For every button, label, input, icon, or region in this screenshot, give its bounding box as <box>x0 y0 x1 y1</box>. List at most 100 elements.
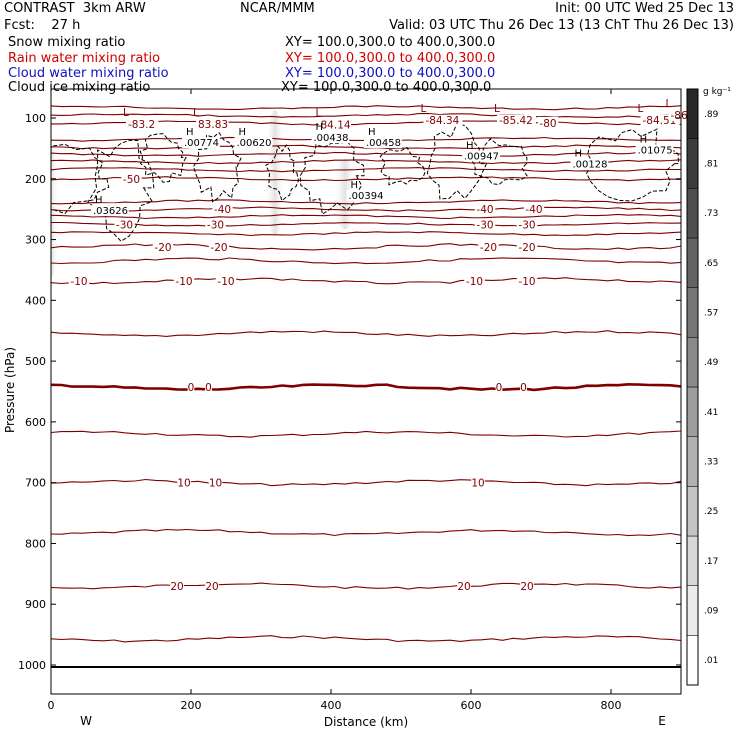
y-tick-label: 200 <box>25 173 46 186</box>
snow-max-bg <box>182 137 220 149</box>
colorbar-swatch <box>686 337 699 388</box>
isotherm-line <box>51 167 681 173</box>
snow-max-value: .00620 <box>237 138 272 149</box>
model-title: CONTRAST 3km ARW <box>4 1 146 16</box>
low-value-bg <box>640 114 680 126</box>
isotherm-line <box>51 330 681 337</box>
low-value: -84.51 <box>643 115 677 127</box>
y-axis-label: Pressure (hPa) <box>3 347 17 433</box>
colorbar-swatch <box>686 237 699 288</box>
isotherm-label: -30 <box>518 219 535 231</box>
snow-max-value: .01075 <box>638 145 673 156</box>
snow-contour <box>379 146 426 186</box>
isotherm-label-bg <box>516 240 538 253</box>
isotherm-label: 20 <box>520 581 533 593</box>
snow-contour <box>426 122 488 200</box>
colorbar-tick-label: .89 <box>704 110 719 120</box>
colorbar-unit: g kg⁻¹ <box>703 87 731 97</box>
isotherm-label-bg <box>523 203 545 216</box>
cloud-ice-patch <box>333 158 357 230</box>
colorbar-tick-label: .81 <box>704 160 718 170</box>
isotherm-line <box>51 206 681 212</box>
low-marker: L <box>193 107 199 119</box>
isotherm-label-bg <box>215 274 237 287</box>
snow-max-bg <box>91 205 129 217</box>
isotherm-line <box>51 176 681 182</box>
snow-max-marker: H <box>186 127 194 138</box>
low-marker: L <box>316 108 322 120</box>
snow-max-bg <box>570 158 609 170</box>
center-title: NCAR/MMM <box>240 1 315 16</box>
snow-max-value: .00947 <box>464 151 499 162</box>
isotherm-label-bg <box>520 381 527 394</box>
snow-contour <box>468 138 528 186</box>
y-tick-label: 800 <box>25 537 46 550</box>
isotherm-line <box>51 231 681 237</box>
snow-contour <box>585 128 680 202</box>
low-marker: L <box>421 103 427 115</box>
isotherm-label-bg <box>516 274 538 287</box>
low-value-bg <box>423 114 463 126</box>
y-tick-label: 900 <box>25 598 46 611</box>
valid-time: Valid: 03 UTC Thu 26 Dec 13 (13 ChT Thu … <box>389 18 734 33</box>
east-label: E <box>658 714 666 728</box>
snow-max-bg <box>462 150 500 162</box>
cloud-ice-patch <box>265 110 285 236</box>
init-time: Init: 00 UTC Wed 25 Dec 13 <box>555 1 734 16</box>
isotherm-label: -20 <box>210 242 227 254</box>
snow-max-marker: H <box>316 122 324 133</box>
isotherm-label: -80 <box>539 118 556 130</box>
isotherm-label-bg <box>173 274 195 287</box>
low-value: 84.14 <box>321 120 351 132</box>
colorbar-swatch <box>686 386 699 437</box>
colorbar-tick-label: .09 <box>704 607 719 617</box>
snow-max-value: .00394 <box>349 191 384 202</box>
field-snow-xy: XY= 100.0,300.0 to 400.0,300.0 <box>285 35 496 50</box>
y-tick-label: 300 <box>25 234 46 247</box>
isotherm-label: 20 <box>205 581 218 593</box>
low-value-bg <box>668 109 688 121</box>
snow-contour <box>139 133 187 183</box>
snow-max-marker: H <box>640 134 648 145</box>
isotherm-label-bg <box>208 476 223 489</box>
snow-max-bg <box>364 137 402 149</box>
isotherm-line <box>51 221 681 227</box>
colorbar-swatch <box>686 535 699 586</box>
low-value: -84.34 <box>426 115 460 127</box>
isotherm-label: 0 <box>205 382 212 394</box>
isotherm-label-bg <box>152 240 174 253</box>
colorbar-tick-label: .57 <box>704 309 718 319</box>
snow-max-bg <box>635 144 674 156</box>
isotherm-label-bg <box>520 579 534 592</box>
isotherm-line <box>51 213 681 220</box>
snow-contour <box>265 144 300 202</box>
isotherm-line <box>51 151 681 158</box>
isotherm-line <box>51 528 681 537</box>
isotherm-label-bg <box>474 218 496 231</box>
isotherm-label: -30 <box>207 219 224 231</box>
low-value: 83.83 <box>198 119 228 131</box>
x-axis-label: Distance (km) <box>324 715 408 729</box>
colorbar-swatch <box>686 287 699 338</box>
colorbar-frame <box>686 88 699 686</box>
isotherm-label: -10 <box>466 276 483 288</box>
low-marker: L <box>494 103 500 115</box>
x-tick-label: 200 <box>181 699 202 712</box>
snow-max-value: .00128 <box>573 159 608 170</box>
snow-contour <box>192 131 242 203</box>
isotherm-label-bg <box>464 274 485 287</box>
isotherm-label-bg <box>495 381 503 394</box>
low-marker: L <box>666 98 672 110</box>
isotherm-line <box>51 257 681 265</box>
snow-contour <box>87 139 155 242</box>
isotherm-label: 10 <box>209 478 222 490</box>
low-value: -86 <box>671 110 688 122</box>
low-value-bg <box>318 119 351 131</box>
snow-max-value: .03626 <box>93 206 128 217</box>
isotherm-label-bg <box>537 116 559 129</box>
low-marker: L <box>123 107 129 119</box>
isotherm-label-bg <box>170 579 184 592</box>
field-cloudice-label: Cloud ice mixing ratio <box>8 80 151 95</box>
colorbar-swatch <box>686 486 699 537</box>
